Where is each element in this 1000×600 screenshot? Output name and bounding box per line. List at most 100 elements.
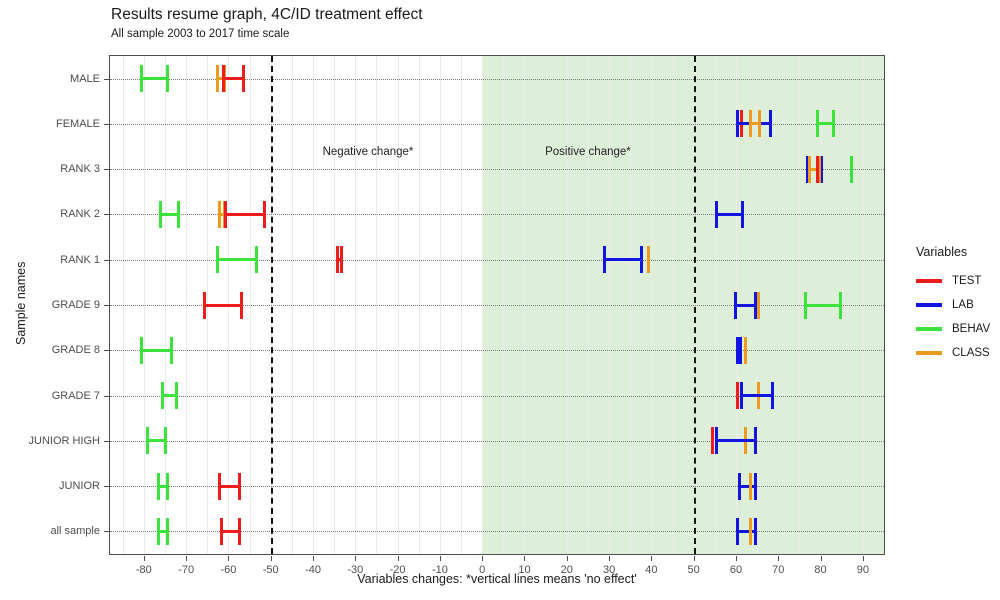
x-gridline <box>884 56 885 554</box>
x-tick-mark <box>693 556 695 561</box>
interval-bar <box>139 348 174 352</box>
legend-label: BEHAV <box>952 323 991 335</box>
interval-cap-high <box>339 246 343 274</box>
interval-cap-low <box>217 472 221 500</box>
interval-cap-high <box>164 427 168 455</box>
interval-cap-low <box>757 291 761 319</box>
interval-cap-high <box>838 291 842 319</box>
y-gridline <box>110 531 884 533</box>
legend-item-behav[interactable]: BEHAV <box>916 317 990 341</box>
legend-swatch <box>916 303 942 307</box>
interval-bar <box>217 484 242 488</box>
interval-bar <box>733 303 758 307</box>
y-tick-mark <box>104 123 109 125</box>
interval-bar <box>336 258 343 262</box>
interval-bar <box>816 122 836 126</box>
x-axis-label: Variables changes: *vertical lines means… <box>357 572 637 586</box>
interval-cap-low <box>336 246 340 274</box>
interval-cap-low <box>203 291 207 319</box>
interval-cap-high <box>758 110 762 138</box>
interval-cap-low <box>738 472 742 500</box>
x-tick-mark <box>862 556 864 561</box>
y-gridline <box>110 486 884 488</box>
y-tick-label: RANK 1 <box>60 253 100 266</box>
interval-bar <box>158 212 180 216</box>
interval-cap-high <box>639 246 643 274</box>
y-tick-mark <box>104 78 109 80</box>
x-tick-label: -70 <box>178 564 195 576</box>
y-gridline <box>110 123 884 125</box>
interval-bar <box>740 394 775 398</box>
interval-bar <box>807 167 821 171</box>
interval-cap-low <box>735 382 739 410</box>
y-tick-mark <box>104 214 109 216</box>
interval-cap-low <box>145 427 149 455</box>
y-tick-mark <box>104 486 109 488</box>
x-tick-mark <box>778 556 780 561</box>
interval-cap-high <box>754 517 758 545</box>
interval-bar <box>160 394 178 398</box>
x-tick-label: 50 <box>687 564 700 576</box>
interval-cap-high <box>263 200 267 228</box>
interval-cap-low <box>816 155 820 183</box>
interval-bar <box>714 212 745 216</box>
y-gridline <box>110 305 884 306</box>
interval-cap-high <box>771 382 775 410</box>
x-tick-label: 10 <box>518 564 531 576</box>
interval-cap-low <box>156 517 160 545</box>
y-tick-mark <box>104 350 109 352</box>
interval-cap-low <box>156 472 160 500</box>
interval-cap-low <box>748 472 752 500</box>
x-tick-mark <box>313 556 315 561</box>
interval-cap-low <box>219 517 223 545</box>
interval-cap-high <box>741 200 745 228</box>
y-tick-mark <box>104 259 109 261</box>
interval-bar <box>803 303 842 307</box>
x-tick-label: 90 <box>856 564 869 576</box>
interval-cap-low <box>158 200 162 228</box>
legend-swatch <box>916 351 942 355</box>
interval-cap-low <box>803 291 807 319</box>
x-tick-label: 80 <box>814 564 827 576</box>
y-tick-label: MALE <box>70 72 100 85</box>
x-tick-mark <box>566 556 568 561</box>
interval-cap-high <box>176 200 180 228</box>
interval-cap-low <box>714 200 718 228</box>
legend-swatch <box>916 279 942 283</box>
interval-bar <box>215 258 259 262</box>
x-tick-label: 0 <box>479 564 486 576</box>
y-gridline <box>110 259 884 261</box>
interval-bar <box>738 484 758 488</box>
x-tick-mark <box>143 556 145 561</box>
legend-item-lab[interactable]: LAB <box>916 293 990 317</box>
interval-cap-high <box>754 427 758 455</box>
x-tick-mark <box>355 556 357 561</box>
x-tick-mark <box>228 556 230 561</box>
legend-item-test[interactable]: TEST <box>916 269 990 293</box>
interval-bar <box>156 484 170 488</box>
region-annotation: Negative change* <box>322 145 414 158</box>
reference-line <box>270 56 273 554</box>
x-tick-label: -60 <box>220 564 237 576</box>
y-gridline <box>110 169 884 171</box>
interval-cap-high <box>238 472 242 500</box>
interval-cap-low <box>744 336 748 364</box>
interval-bar <box>714 439 758 443</box>
x-tick-label: -80 <box>135 564 152 576</box>
legend-item-class[interactable]: CLASS <box>916 341 990 365</box>
y-tick-label: GRADE 7 <box>51 389 100 402</box>
interval-cap-low <box>735 336 739 364</box>
interval-cap-low <box>805 155 809 183</box>
interval-cap-low <box>850 155 854 183</box>
interval-cap-low <box>807 155 811 183</box>
x-tick-label: -20 <box>389 564 406 576</box>
y-tick-mark <box>104 531 109 533</box>
x-tick-label: -50 <box>262 564 279 576</box>
interval-cap-high <box>255 246 259 274</box>
interval-cap-low <box>733 291 737 319</box>
interval-cap-high <box>768 110 772 138</box>
interval-bar <box>222 77 246 81</box>
y-tick-label: GRADE 8 <box>51 344 100 357</box>
interval-bar <box>215 77 227 81</box>
